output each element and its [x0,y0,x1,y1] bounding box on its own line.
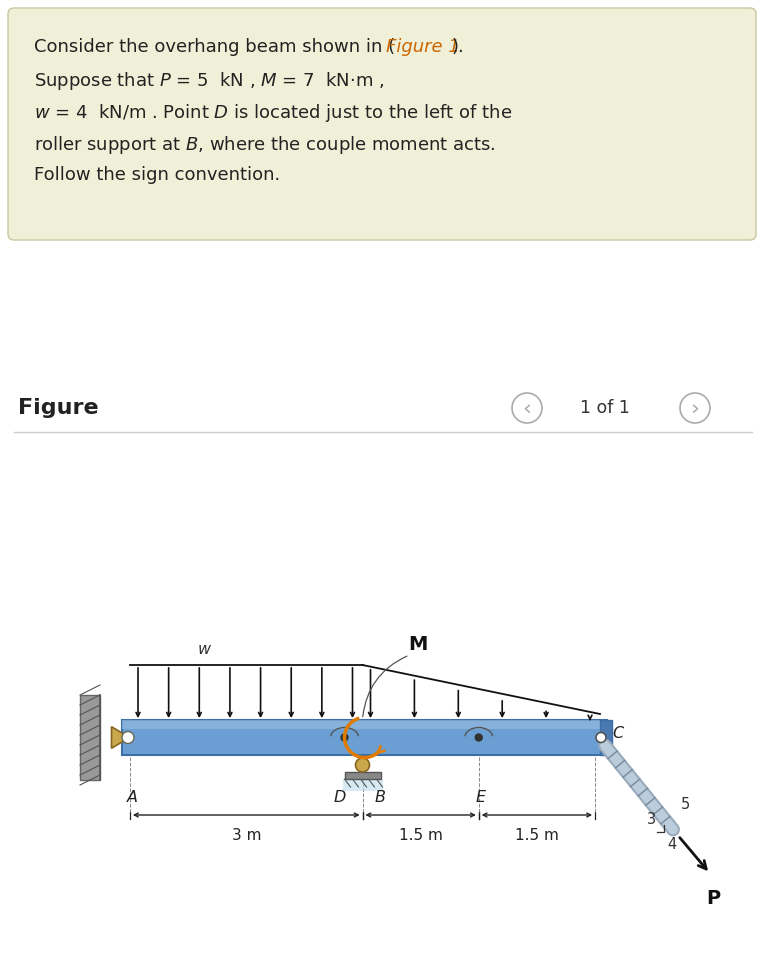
Text: $B$: $B$ [375,789,386,805]
Bar [345,772,380,779]
Text: 1.5 m: 1.5 m [515,828,559,843]
FancyBboxPatch shape [8,8,756,240]
Text: 3 m: 3 m [231,828,261,843]
Text: $w$: $w$ [197,642,213,658]
Text: Follow the sign convention.: Follow the sign convention. [34,166,280,184]
Circle shape [475,734,482,741]
Text: Figure: Figure [18,398,98,418]
Text: ).: ). [452,38,465,56]
Circle shape [341,734,348,741]
Circle shape [596,732,606,743]
Text: Figure 1: Figure 1 [386,38,460,56]
Text: roller support at $B$, where the couple moment acts.: roller support at $B$, where the couple … [34,134,495,156]
Polygon shape [111,727,130,749]
Text: ›: › [690,398,700,418]
Text: 4: 4 [667,837,677,852]
Text: $\mathbf{P}$: $\mathbf{P}$ [707,888,722,907]
Bar [600,720,612,755]
Text: 5: 5 [680,797,690,812]
Text: 1.5 m: 1.5 m [399,828,442,843]
Bar [122,720,607,728]
Text: $C$: $C$ [612,726,625,742]
Circle shape [356,758,369,772]
Text: $D$: $D$ [333,789,346,805]
Text: Consider the overhang beam shown in (: Consider the overhang beam shown in ( [34,38,395,56]
Bar [122,720,607,755]
Bar [343,779,382,791]
Text: $\mathbf{M}$: $\mathbf{M}$ [408,636,427,655]
Text: 1 of 1: 1 of 1 [580,399,630,417]
Text: 3: 3 [647,812,656,827]
Circle shape [122,731,134,744]
Bar [80,695,100,780]
Text: $A$: $A$ [126,789,138,805]
Text: $w$ = 4  kN/m . Point $D$ is located just to the left of the: $w$ = 4 kN/m . Point $D$ is located just… [34,102,512,124]
Text: Suppose that $P$ = 5  kN , $M$ = 7  kN$\cdot$m ,: Suppose that $P$ = 5 kN , $M$ = 7 kN$\cd… [34,70,384,92]
Text: $E$: $E$ [475,789,487,805]
Text: ‹: ‹ [522,398,531,418]
